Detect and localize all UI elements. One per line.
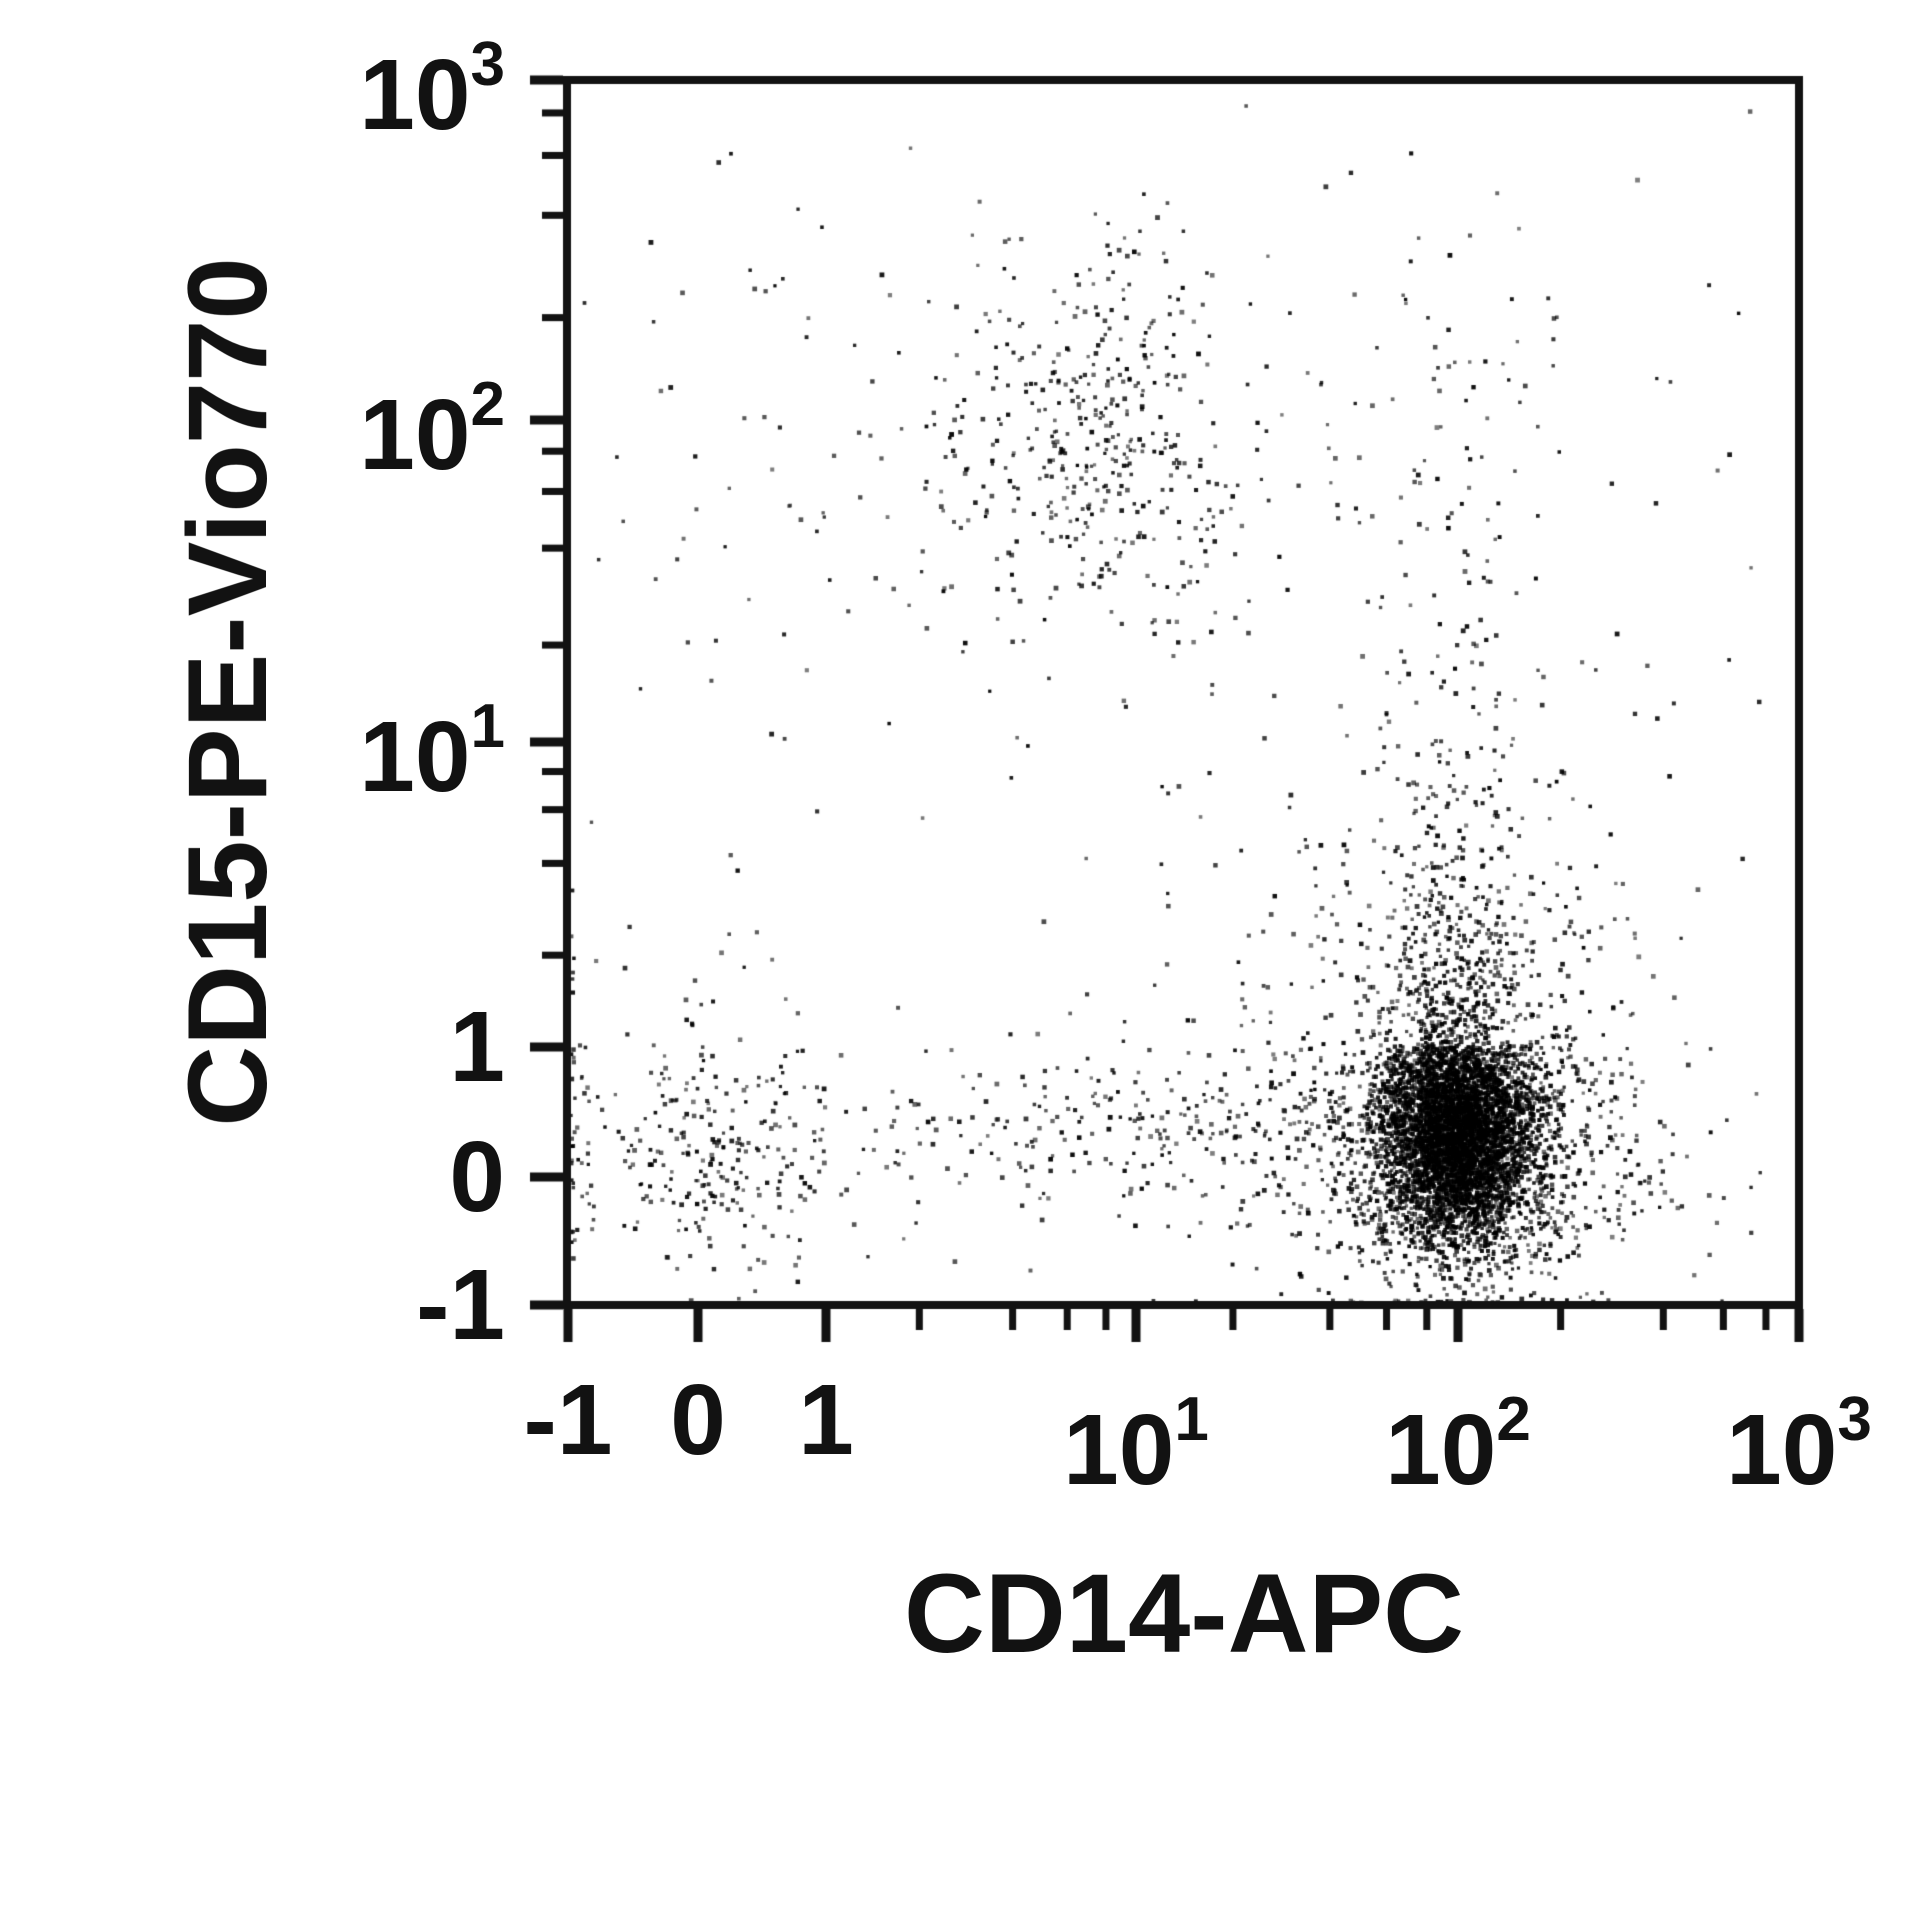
y-axis-title: CD15-PE-Vio770 xyxy=(165,257,290,1127)
x-tick-label: -1 xyxy=(523,1364,613,1476)
y-tick-label: 101 xyxy=(359,692,505,813)
y-tick-label: -1 xyxy=(416,1249,505,1361)
x-tick-label: 1 xyxy=(798,1364,854,1476)
x-axis-title: CD14-APC xyxy=(903,1551,1465,1676)
y-tick-label: 0 xyxy=(449,1121,505,1233)
x-tick-label: 101 xyxy=(1063,1385,1209,1506)
y-tick-label: 103 xyxy=(359,30,505,151)
y-tick-label: 1 xyxy=(449,991,505,1103)
x-tick-label: 103 xyxy=(1726,1385,1872,1506)
x-tick-label: 0 xyxy=(670,1364,726,1476)
y-tick-label: 102 xyxy=(359,370,505,491)
x-tick-label: 102 xyxy=(1385,1385,1531,1506)
